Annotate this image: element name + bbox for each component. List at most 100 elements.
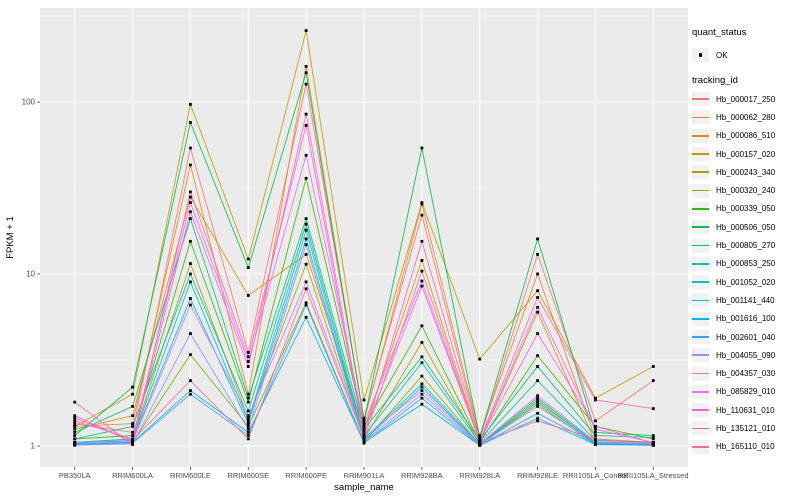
data-point	[362, 422, 366, 425]
data-point	[246, 396, 250, 400]
line-swatch-icon	[692, 330, 709, 344]
data-point	[131, 405, 134, 408]
x-tick-label: RRIM600SE	[227, 471, 269, 480]
data-point	[420, 341, 424, 344]
legend-item-Hb_004357_030: Hb_004357_030	[692, 364, 798, 382]
line-swatch-icon	[692, 256, 709, 271]
legend-item-label: Hb_004055_090	[716, 350, 776, 360]
data-point	[131, 431, 134, 434]
data-point	[73, 434, 77, 437]
data-points	[73, 29, 655, 447]
legend-item-label: Hb_000339_050	[716, 204, 776, 214]
data-point	[420, 269, 424, 273]
data-point	[189, 210, 192, 214]
legend: quant_status OK tracking_id Hb_000017_25…	[692, 27, 798, 456]
line-swatch-icon	[692, 165, 709, 180]
data-point	[73, 425, 77, 428]
data-point	[189, 280, 192, 284]
data-point	[246, 266, 250, 269]
legend-item-label: Hb_000853_250	[716, 259, 776, 269]
data-point	[304, 287, 308, 291]
data-point	[304, 176, 308, 180]
data-point	[536, 310, 539, 314]
data-point	[189, 262, 192, 265]
data-point	[304, 29, 308, 32]
data-point	[594, 427, 597, 431]
legend-item-label: Hb_000086_510	[716, 131, 776, 141]
data-point	[651, 443, 655, 446]
legend-item-label: Hb_110631_010	[716, 405, 775, 415]
legend-item-Hb_000086_510: Hb_000086_510	[692, 127, 798, 145]
legend-item-label: Hb_085829_010	[716, 387, 776, 397]
data-point	[420, 146, 424, 150]
data-point	[131, 425, 134, 428]
x-tick-label: RRIM600LA	[112, 471, 153, 480]
data-point	[594, 431, 597, 434]
data-point	[246, 416, 250, 420]
line-swatch-icon	[692, 421, 709, 436]
x-tick-label: RRIM928LE	[517, 471, 558, 480]
data-point	[420, 284, 424, 288]
x-tick-label: RRIM600PE	[285, 471, 327, 480]
line-swatch-icon	[692, 238, 709, 253]
legend-item-Hb_000805_270: Hb_000805_270	[692, 236, 798, 254]
x-tick-label: PB350LA	[59, 471, 91, 480]
data-point	[131, 385, 134, 389]
y-tick-label: 1	[31, 442, 36, 451]
legend-item-label: Hb_000805_270	[716, 241, 776, 251]
data-point	[420, 385, 424, 389]
data-point	[420, 392, 424, 396]
data-point	[536, 253, 539, 256]
data-point	[651, 379, 655, 382]
data-point	[246, 427, 250, 431]
data-point	[189, 332, 192, 335]
data-point	[478, 441, 482, 444]
x-axis-title: sample_name	[334, 482, 394, 493]
data-point	[420, 259, 424, 262]
data-point	[304, 303, 308, 307]
data-point	[420, 213, 424, 217]
data-point	[304, 301, 308, 305]
data-point	[420, 396, 424, 400]
legend-item-Hb_001141_440: Hb_001141_440	[692, 291, 798, 309]
legend-item-label: OK	[716, 50, 728, 60]
data-point	[304, 222, 308, 226]
data-point	[131, 441, 134, 444]
data-point	[304, 262, 308, 266]
data-point	[246, 414, 250, 418]
data-point	[189, 195, 192, 199]
data-point	[73, 414, 77, 418]
data-point	[420, 324, 424, 328]
data-point	[246, 434, 250, 437]
y-tick-label: 10	[26, 270, 35, 279]
data-point	[536, 305, 539, 309]
data-point	[73, 443, 77, 447]
x-tick-label: RRIM928LA	[459, 471, 500, 480]
legend-item-label: Hb_000320_240	[716, 186, 776, 196]
data-point	[651, 436, 655, 439]
data-point	[420, 202, 424, 206]
data-point	[246, 355, 250, 359]
tracking-id-legend-list: Hb_000017_250 Hb_000062_280 Hb_000086_510 H…	[692, 90, 798, 456]
data-point	[189, 353, 192, 356]
legend-item-label: Hb_135121_010	[716, 423, 776, 433]
data-point	[420, 389, 424, 392]
legend-item-label: Hb_004357_030	[716, 369, 776, 379]
data-point	[189, 389, 192, 392]
data-point	[131, 422, 134, 425]
line-swatch-icon	[692, 384, 709, 399]
data-point	[189, 239, 192, 243]
x-tick-label: RRII105LA_Stressed	[618, 471, 688, 480]
data-point	[362, 419, 366, 423]
data-point	[420, 382, 424, 386]
data-point	[594, 398, 597, 402]
data-point	[246, 425, 250, 428]
data-point	[536, 419, 539, 423]
data-point	[536, 411, 539, 415]
data-point	[536, 332, 539, 335]
legend-item-label: Hb_000017_250	[716, 94, 776, 104]
data-point	[304, 124, 308, 127]
data-point	[189, 297, 192, 300]
data-point	[536, 402, 539, 406]
